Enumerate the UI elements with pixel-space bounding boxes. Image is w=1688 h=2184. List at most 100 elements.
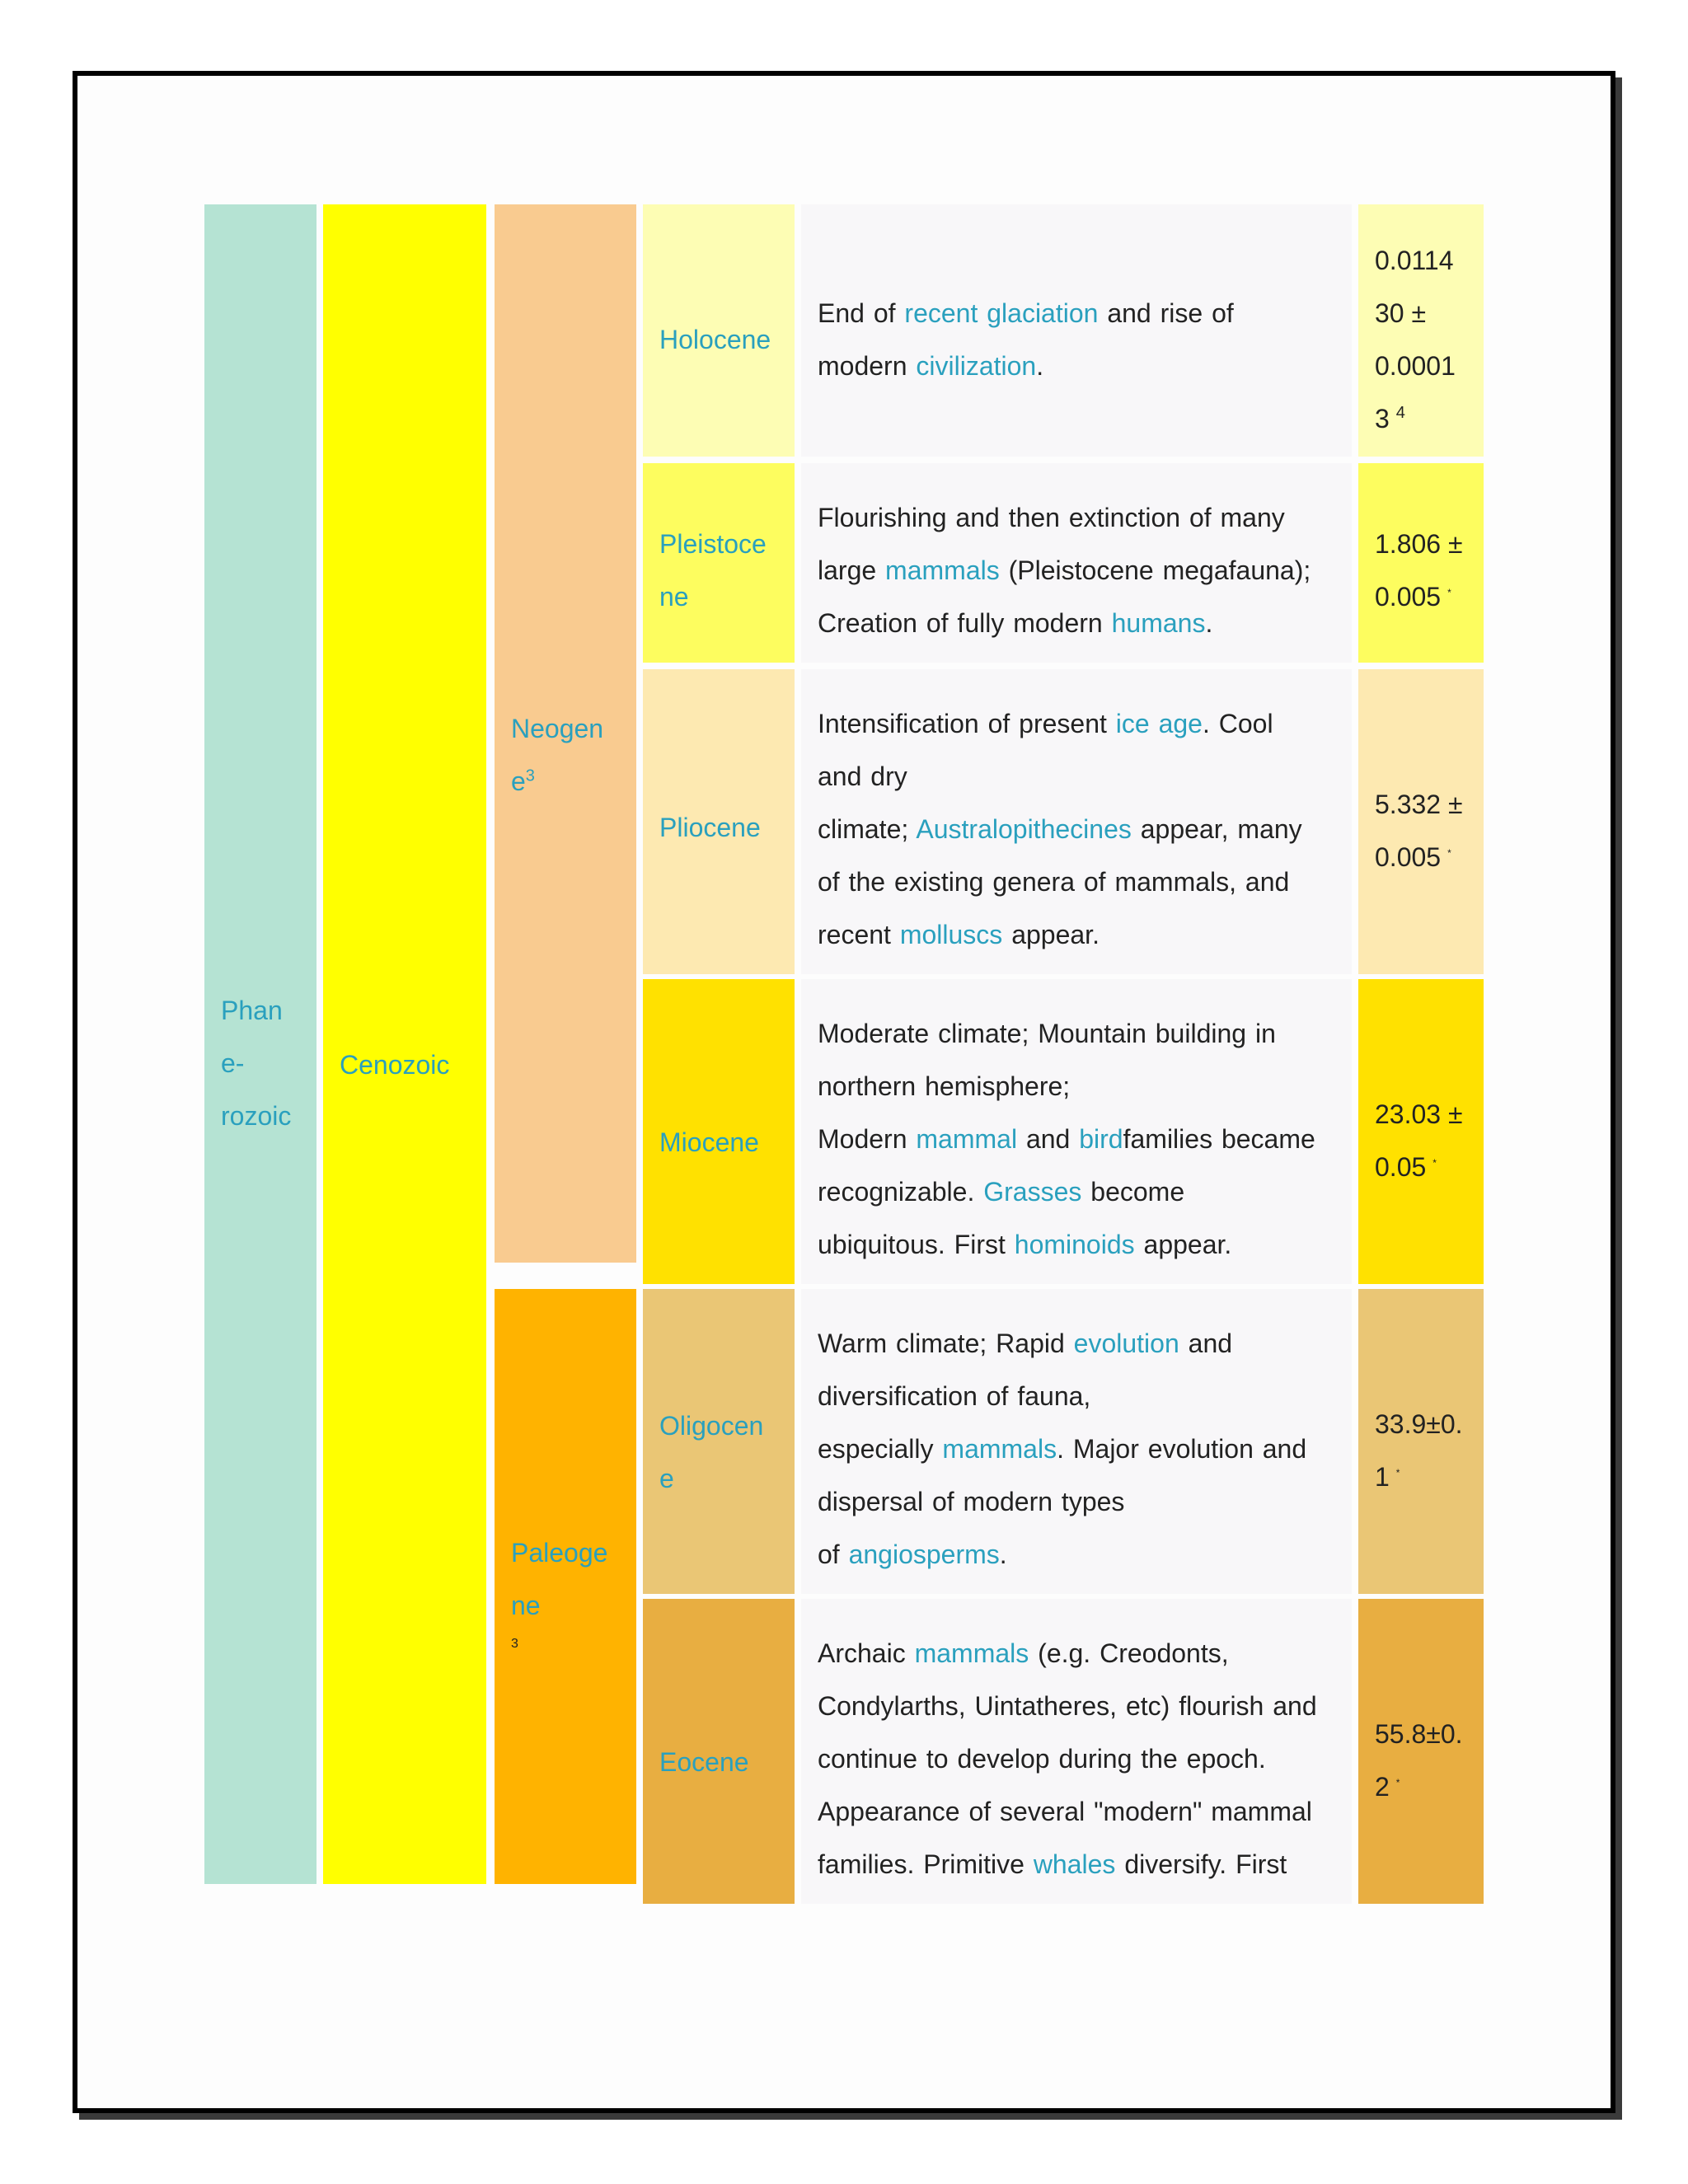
age-line: 0.0001 [1375, 351, 1456, 381]
age-line: 0.0114 [1375, 246, 1454, 275]
epoch-label-eocene[interactable]: Eocene [659, 1747, 749, 1777]
description-link[interactable]: Grasses [983, 1177, 1082, 1207]
epoch-cell [643, 979, 795, 1284]
description-line: families. Primitive whales diversify. Fi… [818, 1838, 1337, 1891]
description-text: especially [818, 1434, 943, 1464]
period-cell-paleogene [495, 1289, 636, 1884]
description-text: and rise of [1098, 298, 1234, 328]
age-footnote-marker: * [1432, 1157, 1437, 1169]
description-cell [801, 463, 1352, 663]
description-text: Intensification of present [818, 709, 1116, 738]
description-link[interactable]: evolution [1073, 1329, 1179, 1358]
description-text: families became [1123, 1124, 1315, 1154]
age-cell [1358, 1599, 1484, 1904]
description-text: End of [818, 298, 905, 328]
era-label[interactable]: Cenozoic [340, 1050, 450, 1080]
description-text: . Cool [1202, 709, 1273, 738]
description-link[interactable]: hominoids [1014, 1230, 1135, 1259]
description-text: appear. [1002, 920, 1100, 949]
description-link[interactable]: civilization [916, 351, 1037, 381]
description-link[interactable]: recent glaciation [904, 298, 1099, 328]
description-line: recognizable. Grasses become [818, 1165, 1337, 1218]
description-text: of the existing genera of mammals, and [818, 867, 1290, 897]
description-link[interactable]: ice age [1115, 709, 1203, 738]
description-link[interactable]: bird [1079, 1124, 1123, 1154]
footnote-marker: 3 [511, 1637, 518, 1651]
description-link[interactable]: Australopithecines [916, 814, 1132, 844]
period-cell-neogene [495, 204, 636, 1263]
description-link[interactable]: mammals [885, 555, 1000, 585]
description-cell [801, 979, 1352, 1284]
description-text: and dry [818, 762, 907, 791]
description-text: Warm climate; Rapid [818, 1329, 1074, 1358]
description-cell [801, 1289, 1352, 1594]
age-footnote-marker: * [1447, 847, 1451, 860]
description-text: Appearance of several "modern" mammal [818, 1797, 1312, 1826]
age-cell [1358, 463, 1484, 663]
description-link[interactable]: mammals [914, 1638, 1029, 1668]
age-line: 23.03 ± [1375, 1099, 1463, 1129]
epoch-cell [643, 463, 795, 663]
age-line: 30 ± [1375, 298, 1427, 328]
eon-label[interactable]: Phan e- rozoic [221, 996, 292, 1131]
age-line: 33.9±0. [1375, 1409, 1463, 1439]
description-link[interactable]: whales [1033, 1849, 1116, 1879]
age-cell [1358, 1289, 1484, 1594]
epoch-description: Flourishing and then extinction of many l… [818, 491, 1337, 649]
description-text: ubiquitous. First [818, 1230, 1015, 1259]
description-link[interactable]: mammals [942, 1434, 1057, 1464]
epoch-label-oligocene[interactable]: Oligocen e [659, 1411, 764, 1493]
description-line: Flourishing and then extinction of many [818, 491, 1337, 544]
description-line: and dry [818, 750, 1337, 803]
description-line: Moderate climate; Mountain building in [818, 1007, 1337, 1060]
description-link[interactable]: molluscs [899, 920, 1003, 949]
description-line: northern hemisphere; [818, 1060, 1337, 1113]
description-link[interactable]: humans [1111, 608, 1206, 638]
description-text: climate; [818, 814, 917, 844]
description-link[interactable]: mammal [916, 1124, 1018, 1154]
epoch-age: 1.806 ± 0.005 * [1375, 518, 1463, 623]
description-line: of the existing genera of mammals, and [818, 855, 1337, 908]
age-line: 1.806 ± [1375, 529, 1463, 559]
age-footnote-marker: * [1395, 1467, 1400, 1479]
epoch-label-pleistocene[interactable]: Pleistoce ne [659, 529, 767, 612]
age-line: 0.005 * [1375, 582, 1451, 612]
description-text: Flourishing and then extinction of many [818, 503, 1285, 532]
description-text: appear. [1134, 1230, 1232, 1259]
description-line: Condylarths, Uintatheres, etc) flourish … [818, 1680, 1337, 1732]
epoch-description: Moderate climate; Mountain building in no… [818, 1007, 1337, 1271]
age-line: 55.8±0. [1375, 1719, 1463, 1749]
description-text: . [1036, 351, 1044, 381]
description-line: continue to develop during the epoch. [818, 1732, 1337, 1785]
epoch-label-pliocene[interactable]: Pliocene [659, 813, 761, 842]
description-text: families. Primitive [818, 1849, 1034, 1879]
description-text: recent [818, 920, 900, 949]
description-cell [801, 1599, 1352, 1904]
description-line: ubiquitous. First hominoids appear. [818, 1218, 1337, 1271]
description-line: Appearance of several "modern" mammal [818, 1785, 1337, 1838]
epoch-description: Archaic mammals (e.g. Creodonts, Condylar… [818, 1627, 1337, 1891]
age-cell [1358, 204, 1484, 457]
footnote-marker: 3 [525, 766, 535, 785]
age-cell [1358, 669, 1484, 974]
description-line: Archaic mammals (e.g. Creodonts, [818, 1627, 1337, 1680]
period-label-neogene[interactable]: Neogen e3 [511, 714, 604, 796]
description-line: Modern mammal and birdfamilies became [818, 1113, 1337, 1165]
period-label-paleogene[interactable]: Paleoge ne 3 [511, 1526, 607, 1657]
description-link[interactable]: angiosperms [848, 1540, 1000, 1569]
age-line: 0.005 * [1375, 842, 1451, 872]
epoch-label-miocene[interactable]: Miocene [659, 1127, 759, 1157]
description-line: Warm climate; Rapid evolution and [818, 1317, 1337, 1370]
description-text: northern hemisphere; [818, 1071, 1071, 1101]
description-text: and [1179, 1329, 1233, 1358]
epoch-age: 55.8±0. 2 * [1375, 1708, 1463, 1813]
epoch-label-holocene[interactable]: Holocene [659, 325, 771, 354]
description-line: recent molluscs appear. [818, 908, 1337, 961]
epoch-age: 23.03 ± 0.05 * [1375, 1088, 1463, 1193]
description-text: modern [818, 351, 917, 381]
age-line: 1 * [1375, 1462, 1400, 1492]
description-line: Creation of fully modern humans. [818, 597, 1337, 649]
epoch-age: 33.9±0. 1 * [1375, 1398, 1463, 1503]
description-text: diversification of fauna, [818, 1381, 1091, 1411]
